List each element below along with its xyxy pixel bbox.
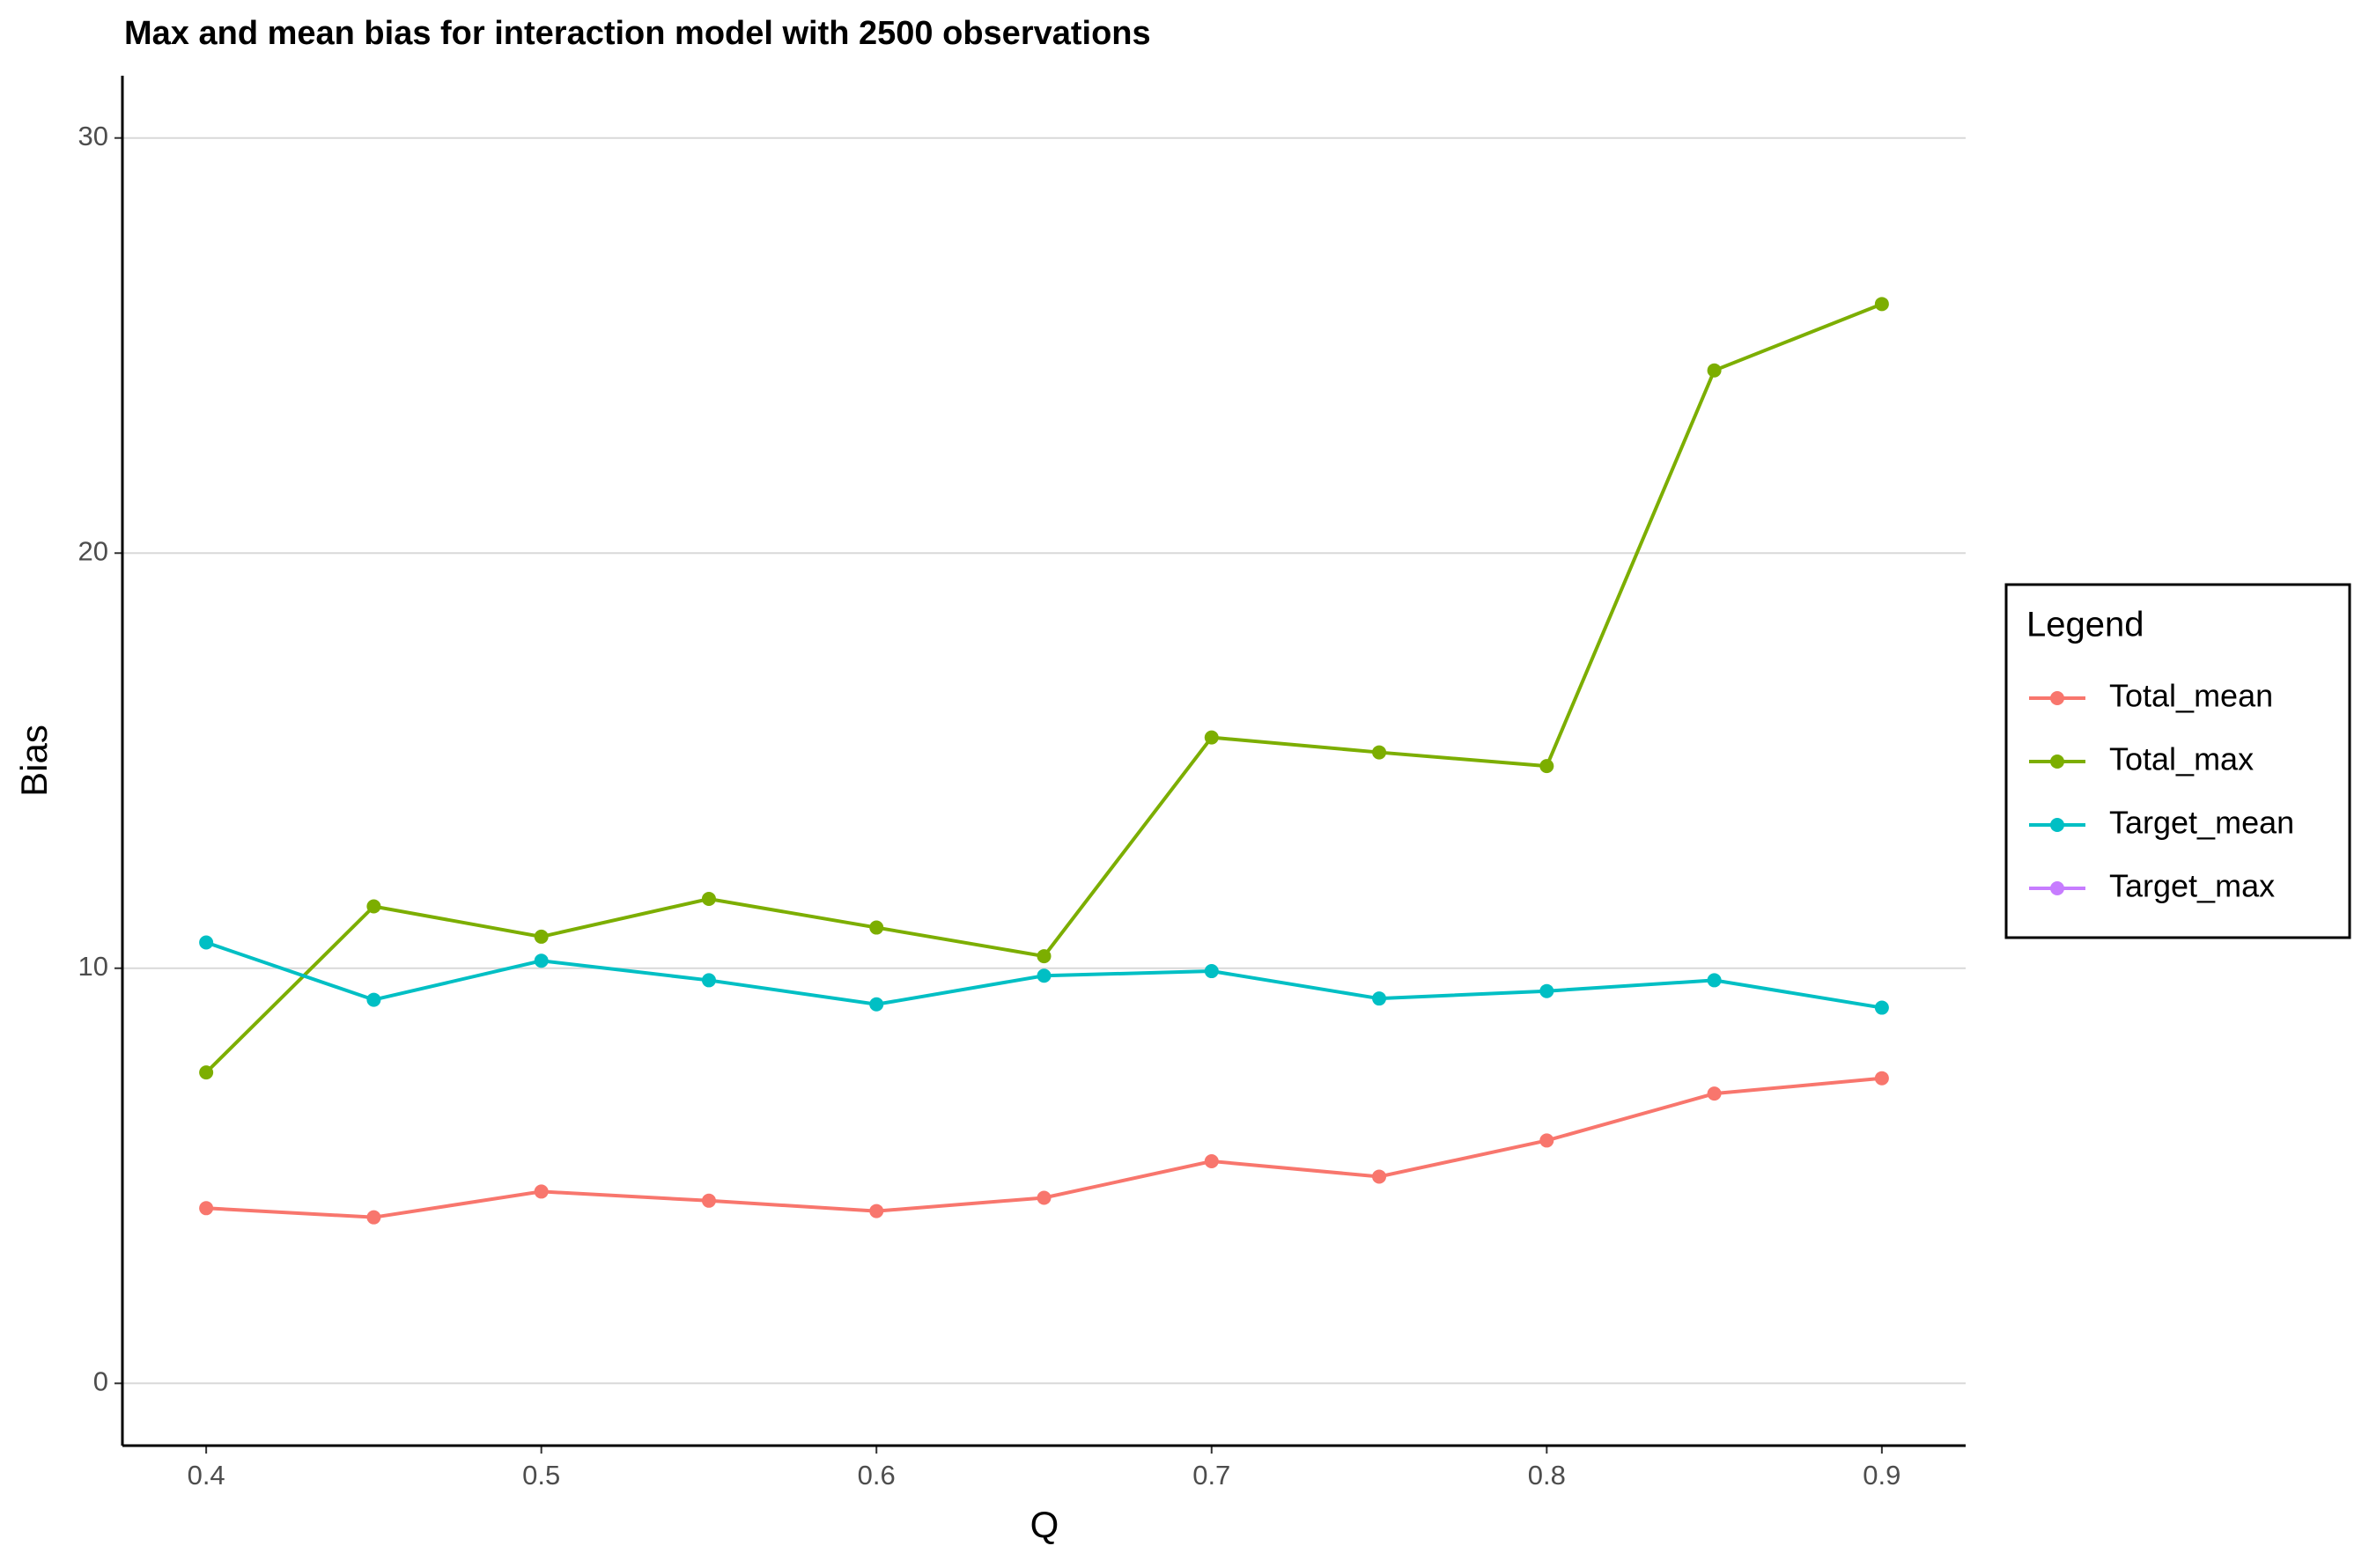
data-point: [1874, 297, 1889, 312]
data-point: [366, 1210, 381, 1225]
legend-marker: [2050, 818, 2064, 832]
legend-title: Legend: [2026, 606, 2144, 644]
data-point: [1372, 1169, 1387, 1184]
data-point: [534, 1184, 549, 1199]
x-tick-label: 0.9: [1863, 1460, 1900, 1491]
data-point: [701, 892, 716, 907]
x-tick-label: 0.5: [522, 1460, 560, 1491]
data-point: [1539, 983, 1554, 998]
y-tick-label: 30: [78, 121, 108, 151]
data-point: [366, 899, 381, 914]
data-point: [534, 953, 549, 968]
data-point: [701, 1193, 716, 1208]
data-point: [366, 992, 381, 1007]
legend-marker: [2050, 881, 2064, 895]
y-tick-label: 10: [78, 951, 108, 982]
legend-label: Target_mean: [2109, 805, 2294, 841]
data-point: [199, 1201, 214, 1216]
data-point: [869, 920, 884, 935]
data-point: [701, 973, 716, 988]
data-point: [1707, 363, 1722, 378]
data-point: [1874, 1000, 1889, 1015]
data-point: [1204, 1154, 1219, 1169]
y-tick-label: 0: [93, 1366, 108, 1396]
x-tick-label: 0.8: [1528, 1460, 1566, 1491]
legend-label: Target_max: [2109, 868, 2275, 904]
data-point: [1707, 1086, 1722, 1101]
legend-label: Total_max: [2109, 741, 2254, 777]
data-point: [1539, 759, 1554, 774]
data-point: [869, 1204, 884, 1218]
data-point: [869, 997, 884, 1012]
x-tick-label: 0.6: [858, 1460, 896, 1491]
data-point: [199, 935, 214, 950]
data-point: [1204, 730, 1219, 745]
data-point: [1874, 1071, 1889, 1086]
data-point: [1037, 949, 1052, 964]
y-tick-label: 20: [78, 535, 108, 566]
legend: Legend Total_mean Total_max Target_mean Targ…: [2004, 583, 2351, 939]
data-point: [1372, 991, 1387, 1006]
data-point: [1037, 968, 1052, 983]
legend-marker: [2050, 755, 2064, 769]
data-point: [1707, 973, 1722, 988]
y-axis-title: Bias: [13, 725, 55, 797]
x-axis-title: Q: [1030, 1504, 1059, 1545]
data-point: [1037, 1190, 1052, 1205]
x-tick-label: 0.4: [188, 1460, 225, 1491]
data-point: [1204, 964, 1219, 979]
legend-marker: [2050, 691, 2064, 705]
x-tick-label: 0.7: [1192, 1460, 1230, 1491]
data-point: [534, 929, 549, 944]
legend-label: Total_mean: [2109, 678, 2273, 714]
data-point: [1372, 745, 1387, 760]
data-point: [199, 1065, 214, 1080]
chart-title: Max and mean bias for interaction model …: [124, 15, 1151, 52]
data-point: [1539, 1133, 1554, 1148]
